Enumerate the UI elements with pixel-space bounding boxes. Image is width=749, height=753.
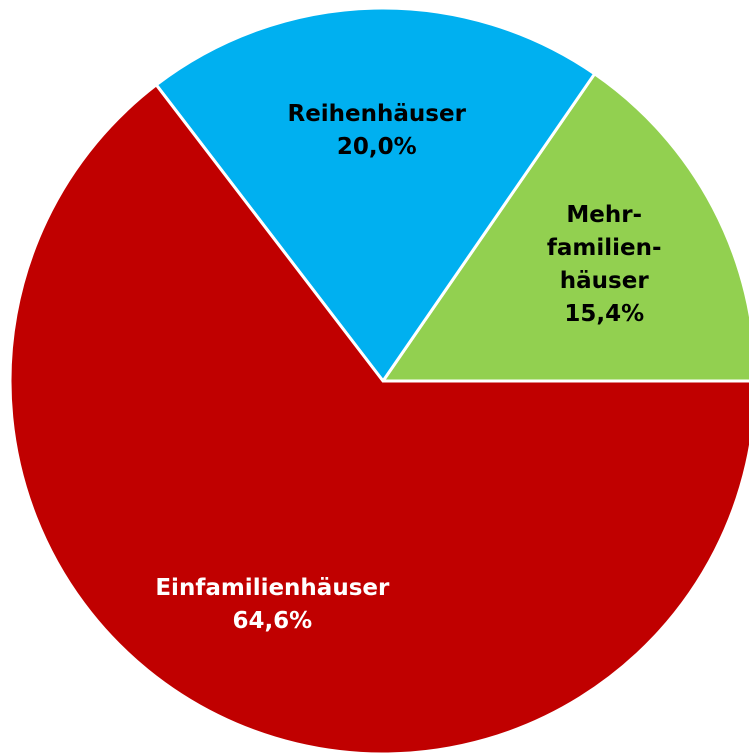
slice-label: Einfamilienhäuser 64,6% bbox=[155, 572, 389, 638]
category-label: Mehr- familien- häuser bbox=[546, 201, 662, 294]
pie-slice bbox=[8, 82, 749, 753]
value-label: 15,4% bbox=[564, 300, 645, 327]
category-label: Reihenhäuser bbox=[287, 101, 466, 128]
pie-slice bbox=[380, 71, 749, 383]
value-label: 20,0% bbox=[336, 134, 417, 161]
pie-slice bbox=[154, 6, 597, 384]
slice-label: Reihenhäuser 20,0% bbox=[287, 98, 465, 164]
category-label: Einfamilienhäuser bbox=[155, 575, 390, 602]
value-label: 64,6% bbox=[232, 608, 313, 635]
slice-label: Mehr- familien- häuser 15,4% bbox=[547, 199, 662, 331]
